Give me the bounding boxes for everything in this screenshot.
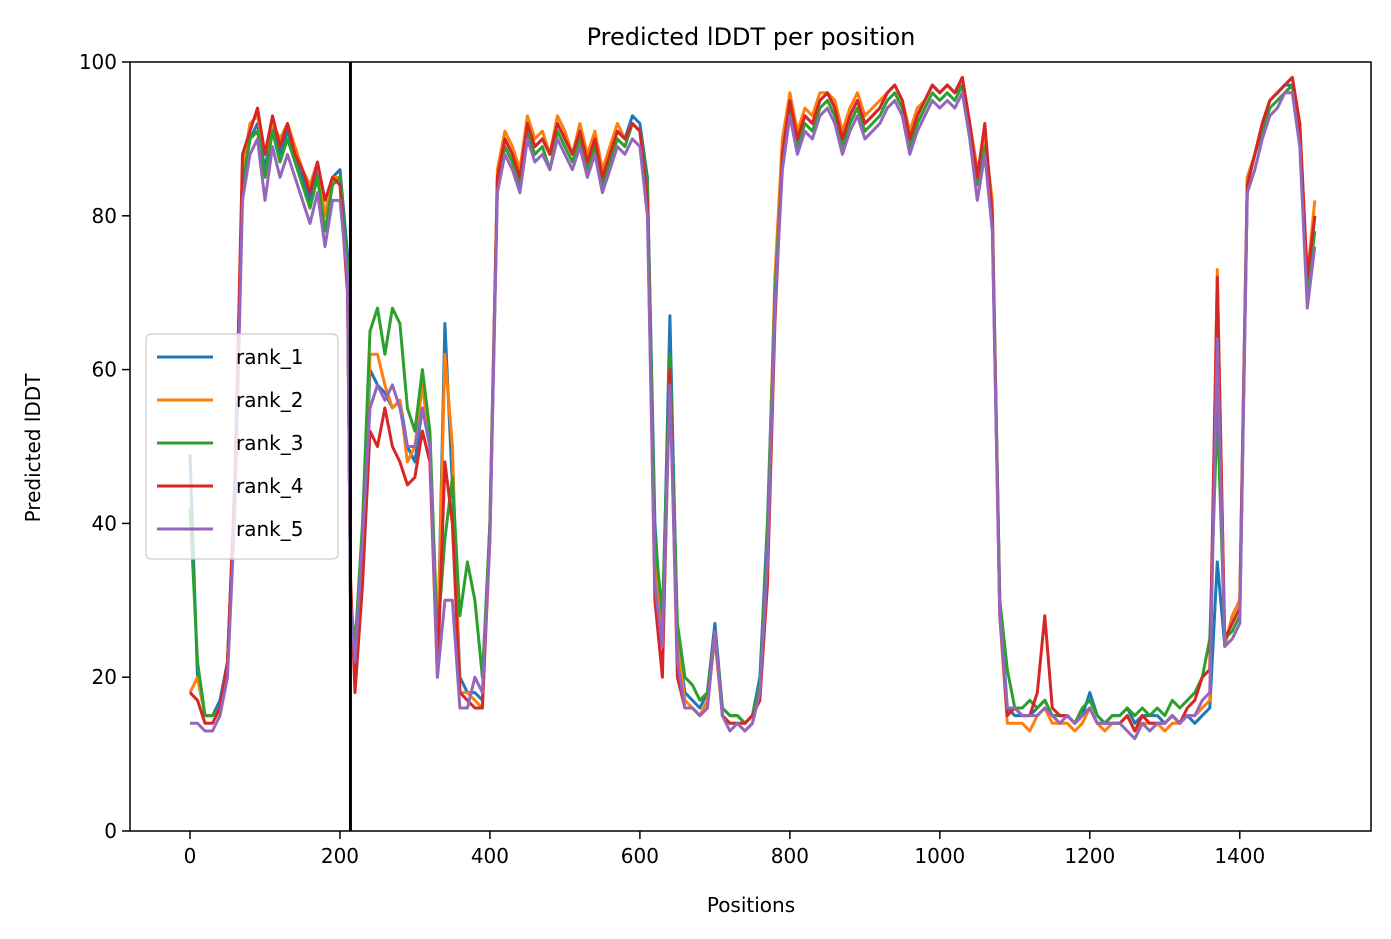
x-tick-label: 200 (321, 844, 359, 868)
legend-label-rank_4: rank_4 (236, 474, 303, 498)
series-line-rank_4 (188, 75, 1317, 733)
y-tick-label: 100 (79, 50, 117, 74)
legend-label-rank_2: rank_2 (236, 388, 303, 412)
legend-label-rank_3: rank_3 (236, 431, 303, 455)
x-tick-label: 1400 (1214, 844, 1265, 868)
legend-box (145, 333, 339, 560)
x-axis-title: Positions (707, 893, 795, 917)
x-tick-label: 1200 (1064, 844, 1115, 868)
x-tick-label: 800 (771, 844, 809, 868)
y-tick-label: 60 (92, 358, 117, 382)
y-tick-label: 20 (92, 665, 117, 689)
chart-title: Predicted lDDT per position (587, 23, 916, 51)
x-tick-label: 600 (621, 844, 659, 868)
y-tick-label: 0 (104, 819, 117, 843)
series-layer (188, 75, 1317, 741)
y-tick-label: 40 (92, 511, 117, 535)
x-tick-label: 0 (184, 844, 197, 868)
legend: rank_1 rank_2 rank_3 rank_4 rank_5 (145, 333, 339, 560)
y-axis-ticks: 0 20 40 60 80 100 (79, 50, 130, 843)
y-axis-title: Predicted lDDT (21, 373, 45, 523)
plot-frame (129, 61, 1372, 832)
legend-label-rank_5: rank_5 (236, 517, 303, 541)
y-tick-label: 80 (92, 204, 117, 228)
x-axis-ticks: 0 200 400 600 800 1000 1200 1400 (184, 831, 1265, 868)
series-line-rank_5 (190, 91, 1317, 741)
x-tick-label: 1000 (914, 844, 965, 868)
legend-label-rank_1: rank_1 (236, 345, 303, 369)
x-tick-label: 400 (471, 844, 509, 868)
